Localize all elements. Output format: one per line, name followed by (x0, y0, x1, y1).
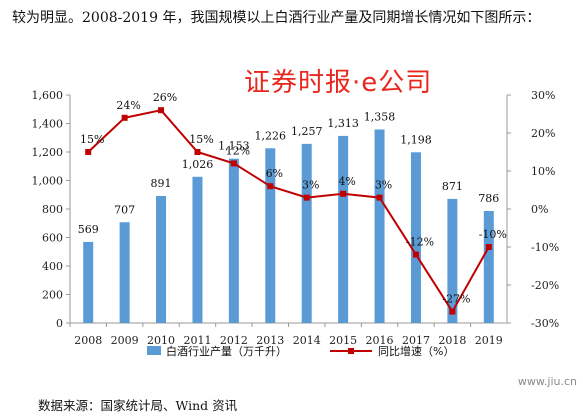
growth-point (121, 114, 128, 121)
production-bar (374, 129, 385, 323)
right-axis-tick-label: 20% (531, 127, 555, 140)
right-axis-tick-label: -20% (531, 279, 559, 292)
right-axis-tick-label: 30% (531, 89, 555, 102)
x-axis-tick-label: 2011 (183, 334, 211, 347)
production-bar (83, 241, 94, 323)
x-axis-tick-label: 2018 (438, 334, 466, 347)
left-axis-tick-label: 1,400 (32, 118, 64, 131)
x-axis-tick-label: 2017 (402, 334, 430, 347)
growth-line (87, 109, 490, 314)
production-value-label: 1,198 (400, 133, 432, 146)
production-value-label: 1,257 (291, 125, 323, 138)
growth-point (485, 244, 492, 250)
production-bar (265, 148, 276, 323)
production-value-label: 1,153 (218, 140, 250, 153)
right-axis-tick-label: 0% (531, 203, 548, 216)
x-axis-tick-label: 2013 (256, 334, 284, 347)
line-series: 15% 24% 26% 15% 12% 6% 3% 4% 3% -12% -27% -10% (80, 91, 507, 315)
watermark-text: 证券时报·e公司 (244, 68, 433, 98)
chart-axes: 0 200 400 600 800 1,000 1,200 1,400 1,600 -30% -20… (32, 89, 560, 347)
right-axis-tick-label: 10% (531, 165, 555, 178)
production-value-label: 786 (478, 192, 499, 205)
chart-legend: 白酒行业产量（万千升） 同比增速（%） (147, 344, 454, 358)
production-bar (156, 196, 167, 323)
bar-series: 569 707 891 1,026 1,153 1,226 1,257 1,313 1,358 1… (78, 110, 499, 323)
production-bar (338, 135, 349, 323)
production-value-label: 1,313 (327, 117, 359, 130)
production-value-label: 1,226 (255, 129, 287, 142)
production-bar (228, 158, 239, 323)
growth-value-label: 15% (80, 133, 104, 146)
legend-label-line: 同比增速（%） (378, 344, 454, 358)
x-axis-tick-label: 2015 (329, 334, 357, 347)
x-axis-tick-label: 2010 (147, 334, 175, 347)
growth-value-label: 3% (302, 179, 319, 192)
growth-value-label: 12% (226, 144, 250, 157)
legend-label-bar: 白酒行业产量（万千升） (166, 344, 287, 358)
growth-point (376, 194, 383, 201)
growth-point (303, 194, 310, 201)
production-bar (483, 210, 494, 323)
growth-point (194, 149, 201, 155)
production-value-label: 1,026 (182, 158, 214, 171)
production-value-label: 1,358 (364, 110, 396, 123)
production-bar (119, 222, 130, 323)
production-value-label: 569 (78, 223, 99, 236)
left-axis-tick-label: 400 (42, 260, 63, 273)
x-axis-tick-label: 2019 (475, 334, 503, 347)
growth-point (449, 308, 456, 315)
growth-value-label: 4% (338, 175, 355, 188)
growth-point (158, 107, 165, 114)
production-bar (301, 143, 312, 323)
production-value-label: 871 (442, 180, 463, 193)
growth-value-label: 26% (153, 91, 177, 104)
site-watermark: www.jiu.cn (517, 375, 577, 388)
left-axis-tick-label: 800 (42, 203, 63, 216)
growth-point (340, 190, 347, 197)
growth-value-label: 3% (375, 179, 392, 192)
growth-value-label: -12% (406, 236, 434, 249)
left-axis-tick-label: 1,000 (32, 175, 64, 188)
right-axis-tick-label: -10% (531, 241, 559, 254)
intro-paragraph: 较为明显。2008-2019 年，我国规模以上白酒行业产量及同期增长情况如下图所… (12, 10, 541, 26)
growth-value-label: 6% (266, 167, 283, 180)
production-bar (410, 152, 421, 323)
production-value-label: 891 (151, 177, 172, 190)
growth-value-label: -27% (442, 293, 470, 306)
x-axis-tick-label: 2008 (74, 334, 102, 347)
growth-value-label: 24% (116, 99, 140, 112)
left-axis-tick-label: 0 (56, 317, 63, 330)
legend-swatch-bar (147, 346, 161, 355)
left-axis-tick-label: 600 (42, 232, 63, 245)
growth-point (412, 251, 419, 258)
production-bar (192, 176, 203, 323)
production-bar (447, 198, 458, 323)
x-axis-tick-label: 2009 (111, 334, 139, 347)
data-source-note: 数据来源：国家统计局、Wind 资讯 (38, 398, 238, 413)
x-axis-tick-label: 2012 (220, 334, 248, 347)
growth-point (85, 149, 92, 155)
legend-swatch-marker (348, 348, 354, 354)
growth-point (230, 160, 237, 167)
x-axis-tick-label: 2014 (293, 334, 321, 347)
right-axis-tick-label: -30% (531, 317, 559, 330)
left-axis-tick-label: 200 (42, 289, 63, 302)
production-value-label: 707 (114, 203, 135, 216)
left-axis-tick-label: 1,600 (32, 89, 64, 102)
growth-point (267, 183, 274, 190)
growth-value-label: -10% (479, 228, 507, 241)
x-axis-tick-label: 2016 (366, 334, 394, 347)
left-axis-tick-label: 1,200 (32, 146, 64, 159)
growth-value-label: 15% (189, 133, 213, 146)
